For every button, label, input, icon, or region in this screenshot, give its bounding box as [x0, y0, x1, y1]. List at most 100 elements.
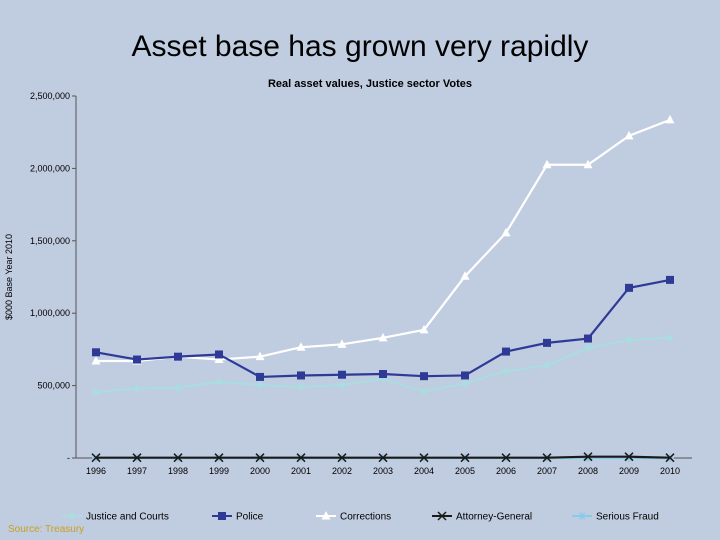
legend-swatch-marker — [578, 512, 586, 520]
data-point — [133, 355, 141, 364]
data-point — [337, 453, 347, 463]
data-point — [624, 452, 634, 462]
data-point — [460, 453, 470, 463]
data-point — [379, 370, 387, 379]
data-point — [214, 354, 224, 364]
x-tick-label: 1997 — [127, 466, 147, 476]
data-point — [501, 227, 511, 237]
data-point — [419, 453, 429, 463]
legend-item: Corrections — [316, 511, 391, 523]
x-tick-label: 2007 — [537, 466, 557, 476]
data-point — [625, 283, 633, 292]
data-point — [378, 453, 388, 463]
data-point — [132, 453, 142, 463]
data-point — [419, 324, 429, 334]
data-point — [583, 452, 593, 462]
data-point — [173, 453, 183, 463]
y-tick-label: 1,500,000 — [30, 236, 70, 246]
chart-title: Real asset values, Justice sector Votes — [268, 78, 472, 90]
y-axis-label: $000 Base Year 2010 — [4, 234, 14, 320]
data-point — [501, 453, 511, 463]
data-point — [338, 380, 346, 389]
x-tick-label: 2009 — [619, 466, 639, 476]
data-point — [461, 371, 469, 380]
data-point — [460, 271, 470, 280]
x-tick-label: 1998 — [168, 466, 188, 476]
data-point — [666, 275, 674, 284]
data-point — [91, 453, 101, 463]
x-tick-label: 2000 — [250, 466, 270, 476]
data-point — [502, 347, 510, 356]
legend-item: Justice and Courts — [62, 512, 169, 523]
y-tick-label: - — [67, 453, 70, 463]
data-point — [256, 380, 264, 389]
data-point — [297, 371, 305, 380]
data-point — [92, 348, 100, 357]
y-tick-label: 2,000,000 — [30, 163, 70, 173]
data-point — [174, 352, 182, 361]
legend-label: Attorney-General — [456, 512, 532, 523]
legend-label: Serious Fraud — [596, 512, 659, 523]
y-ticks: - 500,000 1,000,000 1,500,000 2,000,000 2,500… — [30, 91, 76, 463]
data-point — [665, 453, 675, 463]
legend-item: Attorney-General — [432, 511, 532, 523]
series-group — [91, 114, 675, 463]
data-point — [665, 114, 675, 124]
series-police — [92, 275, 674, 381]
legend-label: Police — [236, 512, 264, 523]
data-point — [583, 159, 593, 169]
legend-swatch-marker — [321, 511, 331, 520]
data-point — [542, 159, 552, 169]
data-point — [91, 355, 101, 365]
series-line — [95, 278, 671, 379]
data-point — [215, 377, 223, 386]
data-point — [420, 372, 428, 381]
x-tick-label: 2004 — [414, 466, 434, 476]
data-point — [215, 350, 223, 359]
data-point — [584, 343, 592, 352]
legend: Justice and Courts Police Corrections Attor… — [62, 511, 659, 523]
x-tick-label: 2010 — [660, 466, 680, 476]
slide-title: Asset base has grown very rapidly — [131, 30, 589, 63]
data-point — [420, 387, 428, 396]
x-tick-label: 2001 — [291, 466, 311, 476]
x-tick-label: 2008 — [578, 466, 598, 476]
data-point — [255, 351, 265, 361]
legend-label: Justice and Courts — [86, 512, 169, 523]
series-line — [96, 118, 671, 363]
data-point — [543, 361, 551, 370]
data-point — [133, 384, 141, 393]
data-point — [543, 338, 551, 347]
source-note: Source: Treasury — [8, 524, 85, 535]
x-tick-label: 1996 — [86, 466, 106, 476]
y-tick-label: 2,500,000 — [30, 91, 70, 101]
legend-swatch-marker — [218, 512, 226, 520]
series-attorney-general — [91, 452, 675, 463]
data-point — [296, 453, 306, 463]
x-ticks: 1996 1997 1998 1999 2000 2001 2002 2003 2004 2005… — [86, 458, 680, 476]
series-justice-and-courts — [92, 333, 674, 397]
data-point — [378, 332, 388, 342]
data-point — [625, 335, 633, 344]
data-point — [92, 388, 100, 397]
x-tick-label: 2005 — [455, 466, 475, 476]
data-point — [296, 342, 306, 351]
data-point — [502, 367, 510, 376]
x-tick-label: 2006 — [496, 466, 516, 476]
legend-item: Serious Fraud — [572, 512, 659, 523]
series-corrections — [91, 114, 675, 365]
data-point — [337, 339, 347, 348]
legend-item: Police — [212, 512, 264, 523]
legend-swatch-marker — [437, 511, 447, 521]
data-point — [461, 379, 469, 388]
data-point — [584, 334, 592, 343]
data-point — [542, 453, 552, 463]
data-point — [174, 383, 182, 392]
data-point — [214, 453, 224, 463]
data-point — [255, 453, 265, 463]
x-tick-label: 2003 — [373, 466, 393, 476]
data-point — [624, 130, 634, 140]
data-point — [297, 383, 305, 392]
data-point — [666, 333, 674, 342]
